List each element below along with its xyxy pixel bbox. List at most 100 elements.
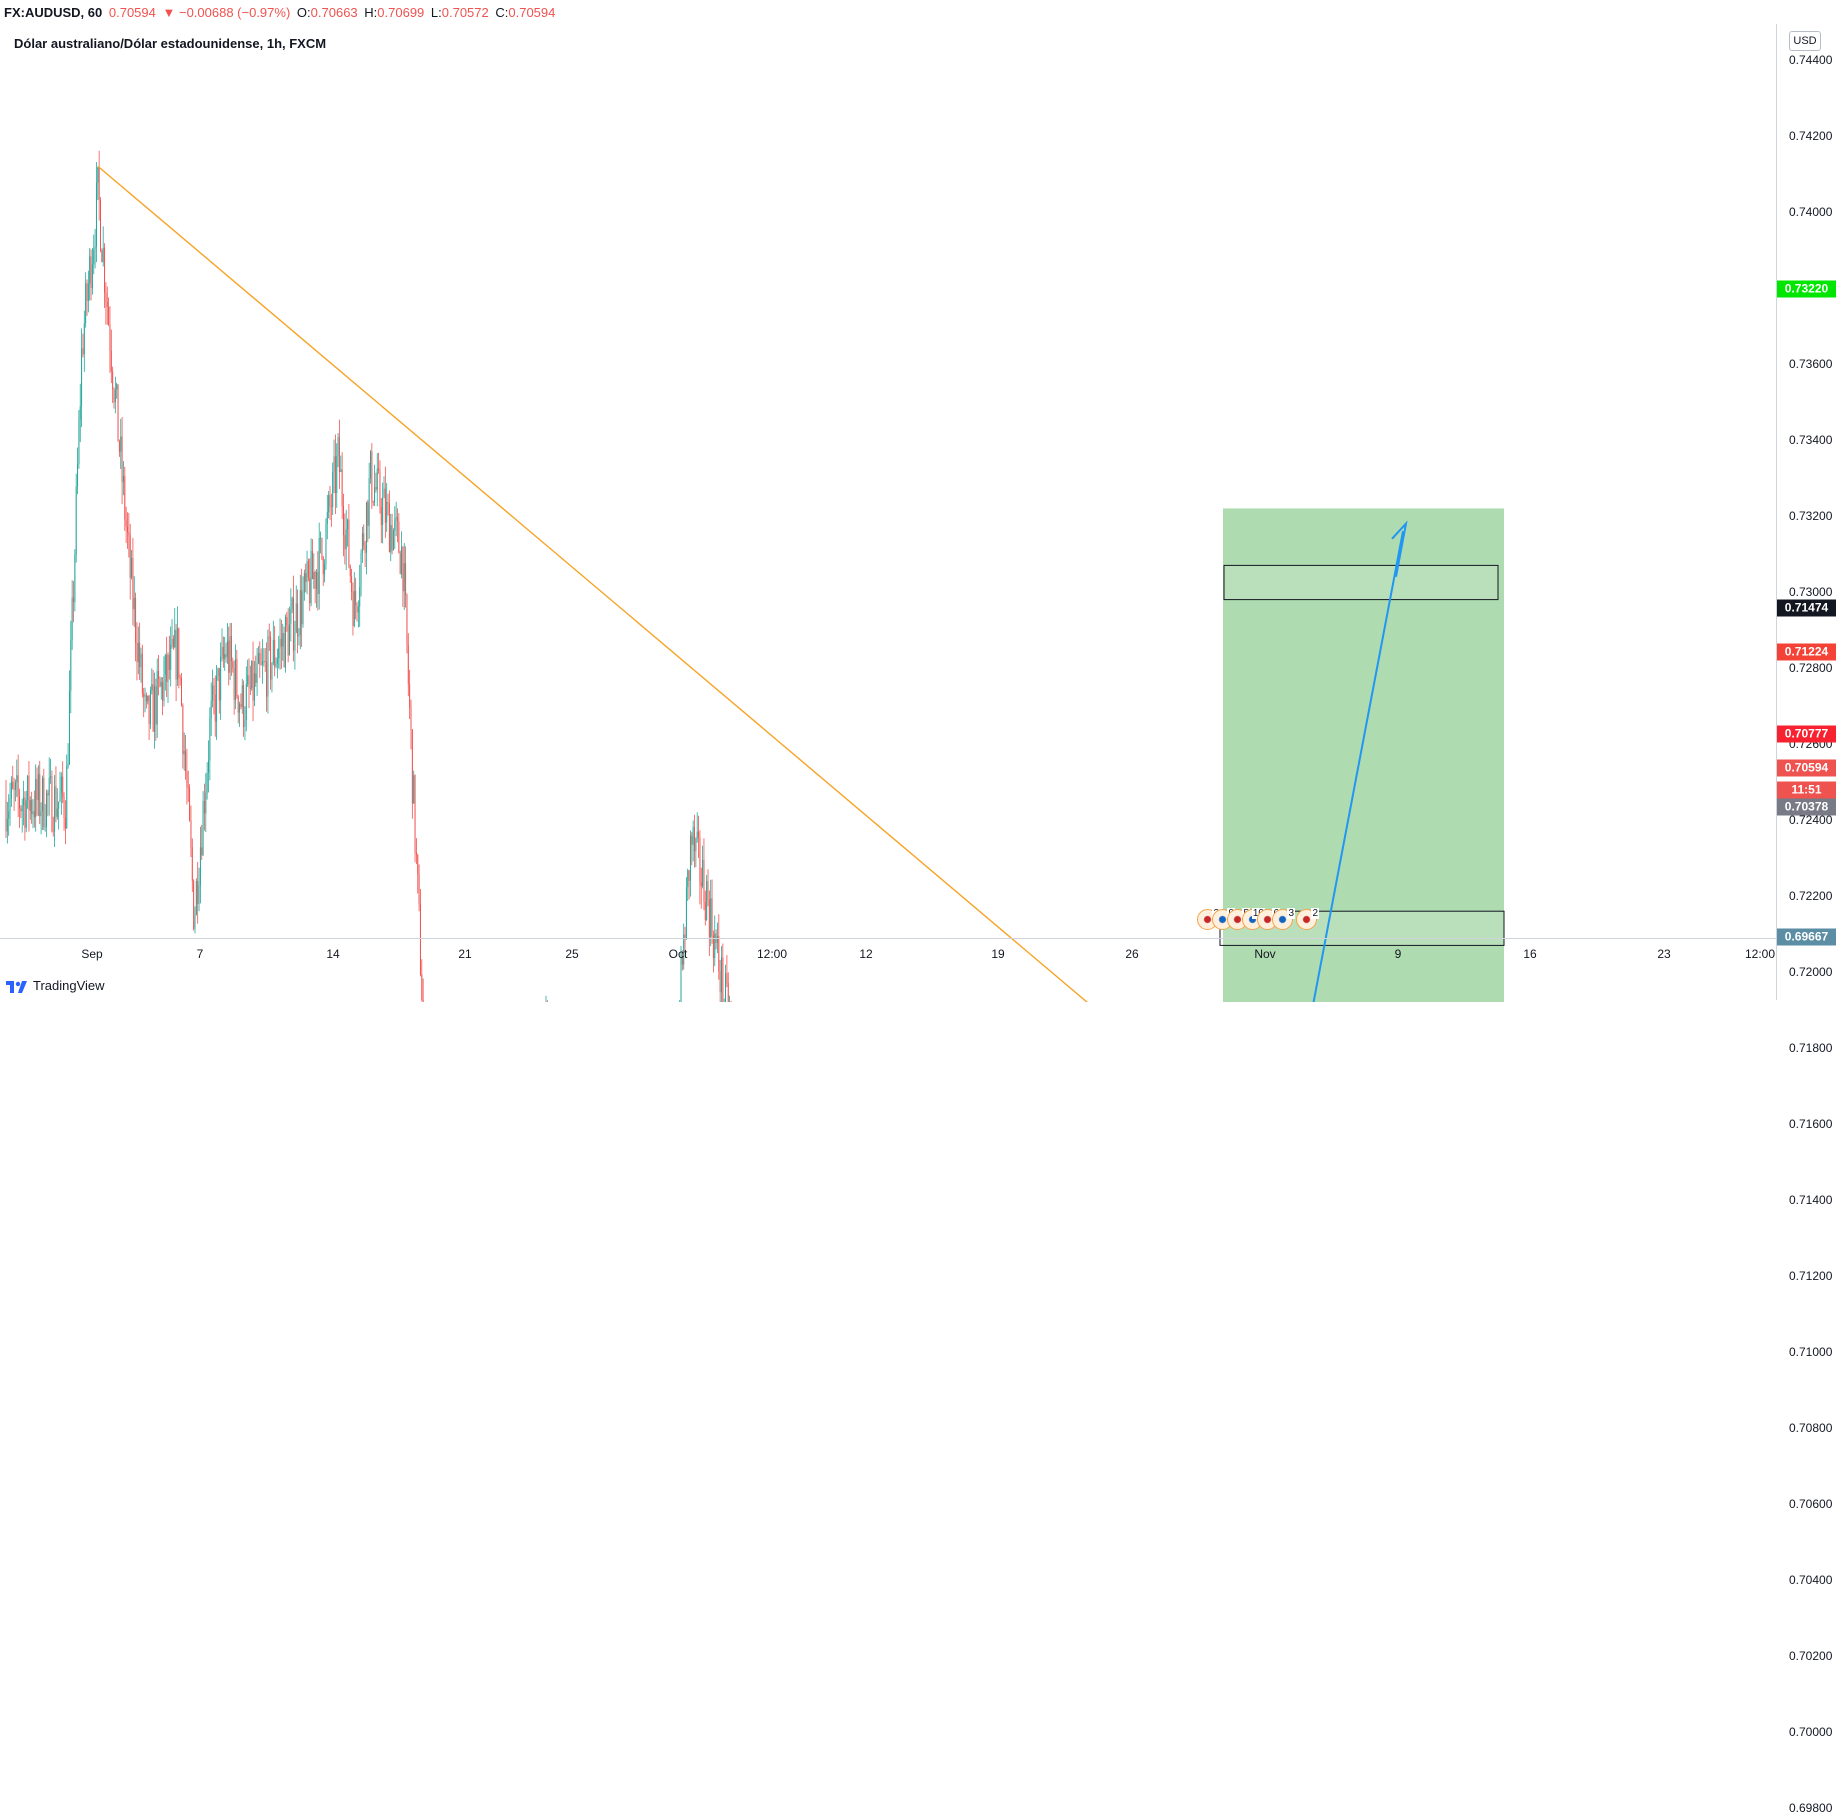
candle-body: [689, 835, 691, 881]
price-tag[interactable]: 0.70777: [1777, 725, 1836, 743]
candle-body: [195, 881, 197, 915]
candle-body: [401, 546, 403, 574]
candle-body: [17, 775, 19, 797]
candle-body: [128, 532, 130, 535]
price-tick-label: 0.74000: [1789, 205, 1833, 219]
candle-body: [391, 525, 393, 551]
candle-body: [85, 283, 87, 324]
price-tag[interactable]: 0.70378: [1777, 798, 1836, 816]
candle-body: [290, 609, 292, 624]
price-tick-label: 0.74200: [1789, 129, 1833, 143]
economic-events-group-2[interactable]: 2: [1296, 907, 1319, 930]
candle-body: [291, 598, 293, 610]
candle-body: [135, 598, 137, 644]
price-axis-divider: [1776, 24, 1777, 1000]
time-tick-label: 12:00: [756, 947, 788, 961]
price-tag[interactable]: 0.70594: [1777, 759, 1836, 777]
candle-body: [216, 675, 218, 722]
time-tick-label: Nov: [1254, 947, 1276, 961]
price-tick-label: 0.73000: [1789, 585, 1833, 599]
price-tick-label: 0.70400: [1789, 1573, 1833, 1587]
candle-body: [253, 673, 255, 701]
candle-body: [202, 800, 204, 856]
candle-body: [233, 667, 235, 701]
candle-body: [256, 663, 258, 683]
event-flag-icon[interactable]: 3: [1272, 907, 1295, 930]
candle-body: [164, 654, 166, 675]
price-tag[interactable]: 0.71224: [1777, 643, 1836, 661]
candle-body: [12, 781, 14, 789]
candle-body: [131, 557, 133, 578]
candle-body: [283, 633, 285, 668]
candle-body: [251, 661, 253, 689]
bullish-arrowhead: [1391, 520, 1408, 577]
candle-body: [23, 797, 25, 806]
candle-body: [336, 456, 338, 494]
candle-body: [50, 776, 52, 778]
candle-body: [398, 521, 400, 553]
resistance-trendline: [97, 165, 1088, 1002]
candle-body: [282, 633, 284, 647]
candle-body: [46, 792, 47, 827]
low-value: 0.70572: [441, 5, 489, 20]
candle-body: [252, 661, 254, 701]
candle-body: [8, 811, 10, 819]
candle-body: [318, 537, 320, 595]
price-tag[interactable]: 0.69667: [1777, 928, 1836, 946]
candle-body: [711, 898, 713, 936]
price-tag[interactable]: 0.73220: [1777, 280, 1836, 298]
candle-body: [364, 545, 366, 553]
time-tick-label: 12: [859, 947, 873, 961]
candle-body: [241, 685, 243, 707]
candle-body: [295, 603, 297, 633]
candle-body: [55, 786, 57, 817]
candle-body: [380, 507, 382, 525]
candle-body: [395, 517, 397, 520]
candle-body: [721, 957, 722, 993]
candle-body: [93, 249, 95, 265]
candle-body: [271, 663, 273, 680]
candle-body: [54, 786, 56, 832]
candle-body: [27, 776, 29, 801]
candle-body: [415, 852, 417, 855]
currency-badge[interactable]: USD: [1789, 31, 1821, 51]
chart-canvas[interactable]: [0, 0, 1840, 1002]
candle-body: [60, 776, 62, 793]
price-tag[interactable]: 11:51: [1777, 781, 1836, 799]
event-flag-icon[interactable]: 2: [1296, 907, 1319, 930]
candle-body: [95, 182, 97, 247]
candle-body: [29, 800, 31, 811]
candle-body: [356, 604, 358, 613]
candle-body: [685, 887, 687, 940]
candle-body: [171, 638, 173, 645]
candle-body: [352, 591, 354, 627]
candle-body: [191, 847, 193, 881]
candle-body: [243, 685, 245, 727]
symbol-interval[interactable]: FX:AUDUSD, 60: [4, 5, 103, 20]
candle-body: [43, 778, 45, 827]
price-tag[interactable]: 0.71474: [1777, 599, 1836, 617]
candle-body: [714, 933, 716, 959]
candle-body: [320, 537, 322, 539]
candle-body: [158, 671, 160, 679]
candle-body: [78, 419, 80, 465]
candle-body: [353, 590, 355, 627]
candle-body: [190, 820, 192, 848]
economic-events-group[interactable]: 2951063: [1197, 907, 1295, 930]
candle-body: [13, 788, 15, 790]
candle-body: [104, 247, 106, 293]
candle-body: [351, 576, 353, 592]
candle-body: [113, 389, 115, 403]
time-axis-divider: [0, 938, 1776, 939]
time-tick-label: 19: [991, 947, 1005, 961]
candle-body: [329, 495, 331, 507]
price-tick-label: 0.71200: [1789, 1269, 1833, 1283]
bullish-projection-path: [1312, 531, 1404, 1002]
candle-body: [330, 506, 332, 508]
candle-body: [77, 464, 79, 487]
tradingview-brand[interactable]: TradingView: [6, 976, 105, 996]
candle-body: [688, 870, 690, 881]
candle-body: [178, 628, 180, 678]
candle-body: [133, 598, 135, 610]
candle-body: [159, 678, 161, 687]
